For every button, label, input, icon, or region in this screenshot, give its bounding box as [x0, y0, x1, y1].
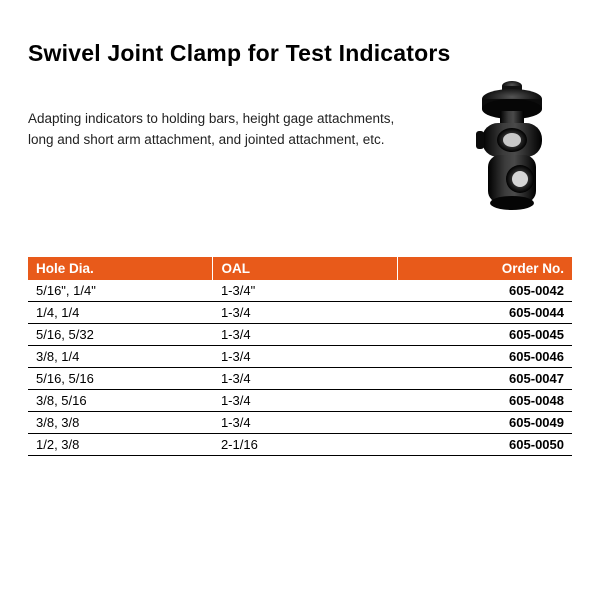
content-row: Adapting indicators to holding bars, hei…	[28, 105, 572, 215]
spec-table: Hole Dia. OAL Order No. 5/16", 1/4"1-3/4…	[28, 257, 572, 456]
cell-oal: 1-3/4	[213, 346, 398, 368]
cell-oal: 2-1/16	[213, 434, 398, 456]
cell-order-no: 605-0044	[398, 302, 572, 324]
product-image	[442, 75, 562, 215]
cell-order-no: 605-0047	[398, 368, 572, 390]
col-header-oal: OAL	[213, 257, 398, 280]
col-header-hole: Hole Dia.	[28, 257, 213, 280]
table-row: 5/16, 5/321-3/4605-0045	[28, 324, 572, 346]
cell-hole-dia: 3/8, 3/8	[28, 412, 213, 434]
product-description: Adapting indicators to holding bars, hei…	[28, 105, 442, 151]
cell-order-no: 605-0049	[398, 412, 572, 434]
cell-order-no: 605-0050	[398, 434, 572, 456]
table-row: 5/16", 1/4"1-3/4"605-0042	[28, 280, 572, 302]
cell-order-no: 605-0048	[398, 390, 572, 412]
table-row: 3/8, 3/81-3/4605-0049	[28, 412, 572, 434]
cell-oal: 1-3/4	[213, 390, 398, 412]
cell-hole-dia: 5/16", 1/4"	[28, 280, 213, 302]
cell-oal: 1-3/4	[213, 412, 398, 434]
table-row: 5/16, 5/161-3/4605-0047	[28, 368, 572, 390]
table-row: 3/8, 5/161-3/4605-0048	[28, 390, 572, 412]
col-header-order: Order No.	[398, 257, 572, 280]
cell-order-no: 605-0045	[398, 324, 572, 346]
table-header-row: Hole Dia. OAL Order No.	[28, 257, 572, 280]
cell-hole-dia: 5/16, 5/16	[28, 368, 213, 390]
page-title: Swivel Joint Clamp for Test Indicators	[28, 40, 572, 67]
table-row: 3/8, 1/41-3/4605-0046	[28, 346, 572, 368]
cell-hole-dia: 3/8, 5/16	[28, 390, 213, 412]
cell-oal: 1-3/4	[213, 302, 398, 324]
cell-hole-dia: 5/16, 5/32	[28, 324, 213, 346]
swivel-clamp-icon	[442, 75, 562, 215]
cell-order-no: 605-0042	[398, 280, 572, 302]
table-row: 1/4, 1/41-3/4605-0044	[28, 302, 572, 324]
cell-hole-dia: 1/2, 3/8	[28, 434, 213, 456]
cell-order-no: 605-0046	[398, 346, 572, 368]
cell-hole-dia: 3/8, 1/4	[28, 346, 213, 368]
cell-hole-dia: 1/4, 1/4	[28, 302, 213, 324]
cell-oal: 1-3/4	[213, 368, 398, 390]
table-row: 1/2, 3/82-1/16605-0050	[28, 434, 572, 456]
cell-oal: 1-3/4"	[213, 280, 398, 302]
cell-oal: 1-3/4	[213, 324, 398, 346]
